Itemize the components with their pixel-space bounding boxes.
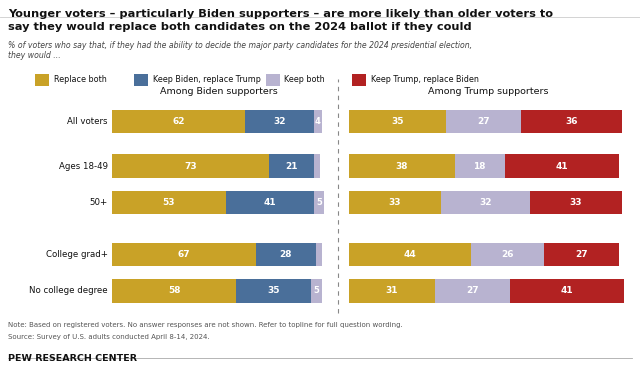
Text: Keep Biden, replace Trump: Keep Biden, replace Trump: [153, 75, 261, 84]
Bar: [226, 190, 314, 214]
Text: Ages 18-49: Ages 18-49: [59, 162, 108, 171]
Text: Among Trump supporters: Among Trump supporters: [428, 87, 548, 96]
Bar: [349, 243, 471, 266]
Text: 62: 62: [172, 117, 185, 126]
Bar: [112, 110, 245, 134]
Text: Keep Trump, replace Biden: Keep Trump, replace Biden: [371, 75, 479, 84]
Bar: [471, 243, 544, 266]
Text: Source: Survey of U.S. adults conducted April 8-14, 2024.: Source: Survey of U.S. adults conducted …: [8, 334, 210, 340]
Text: Note: Based on registered voters. No answer responses are not shown. Refer to to: Note: Based on registered voters. No ans…: [8, 322, 403, 328]
Text: 67: 67: [177, 250, 190, 259]
Bar: [349, 279, 435, 303]
Bar: [530, 190, 621, 214]
Bar: [446, 110, 522, 134]
Text: 73: 73: [184, 162, 196, 171]
Text: 58: 58: [168, 286, 180, 296]
Bar: [349, 154, 454, 178]
Text: 27: 27: [575, 250, 588, 259]
Text: 28: 28: [280, 250, 292, 259]
Text: 41: 41: [561, 286, 573, 296]
Text: 33: 33: [570, 198, 582, 207]
Bar: [314, 154, 320, 178]
Bar: [522, 110, 621, 134]
Bar: [314, 110, 322, 134]
Bar: [510, 279, 625, 303]
FancyBboxPatch shape: [266, 74, 280, 86]
Bar: [112, 279, 236, 303]
Text: 35: 35: [391, 117, 404, 126]
Text: Younger voters – particularly Biden supporters – are more likely than older vote: Younger voters – particularly Biden supp…: [8, 9, 554, 20]
Bar: [112, 243, 255, 266]
Bar: [435, 279, 510, 303]
Bar: [112, 190, 226, 214]
Bar: [454, 154, 505, 178]
Text: 44: 44: [404, 250, 417, 259]
Text: Replace both: Replace both: [54, 75, 106, 84]
Bar: [236, 279, 312, 303]
FancyBboxPatch shape: [352, 74, 366, 86]
Bar: [269, 154, 314, 178]
Bar: [314, 190, 324, 214]
Bar: [544, 243, 619, 266]
Bar: [441, 190, 530, 214]
Text: 32: 32: [273, 117, 285, 126]
Text: All voters: All voters: [67, 117, 108, 126]
Text: say they would replace both candidates on the 2024 ballot if they could: say they would replace both candidates o…: [8, 22, 472, 33]
Bar: [255, 243, 316, 266]
Text: No college degree: No college degree: [29, 286, 108, 296]
Text: 32: 32: [479, 198, 492, 207]
Text: 53: 53: [163, 198, 175, 207]
Bar: [312, 279, 322, 303]
Text: 33: 33: [388, 198, 401, 207]
Text: 38: 38: [396, 162, 408, 171]
FancyBboxPatch shape: [134, 74, 148, 86]
Text: Keep both: Keep both: [284, 75, 324, 84]
Bar: [112, 154, 269, 178]
Text: 5: 5: [316, 198, 322, 207]
Text: Among Biden supporters: Among Biden supporters: [161, 87, 278, 96]
Text: 36: 36: [565, 117, 578, 126]
Text: 31: 31: [386, 286, 398, 296]
Text: 35: 35: [268, 286, 280, 296]
Bar: [245, 110, 314, 134]
Bar: [316, 243, 322, 266]
Text: 5: 5: [314, 286, 320, 296]
Text: 41: 41: [556, 162, 568, 171]
Text: College grad+: College grad+: [45, 250, 108, 259]
Text: % of voters who say that, if they had the ability to decide the major party cand: % of voters who say that, if they had th…: [8, 40, 472, 60]
Text: 50+: 50+: [90, 198, 108, 207]
Text: 41: 41: [263, 198, 276, 207]
Text: PEW RESEARCH CENTER: PEW RESEARCH CENTER: [8, 354, 138, 363]
Text: 4: 4: [315, 117, 321, 126]
Bar: [505, 154, 619, 178]
Text: 27: 27: [467, 286, 479, 296]
Text: 27: 27: [477, 117, 490, 126]
Text: 26: 26: [501, 250, 514, 259]
Bar: [349, 110, 446, 134]
FancyBboxPatch shape: [35, 74, 49, 86]
Text: 18: 18: [474, 162, 486, 171]
Text: 21: 21: [285, 162, 297, 171]
Bar: [349, 190, 441, 214]
